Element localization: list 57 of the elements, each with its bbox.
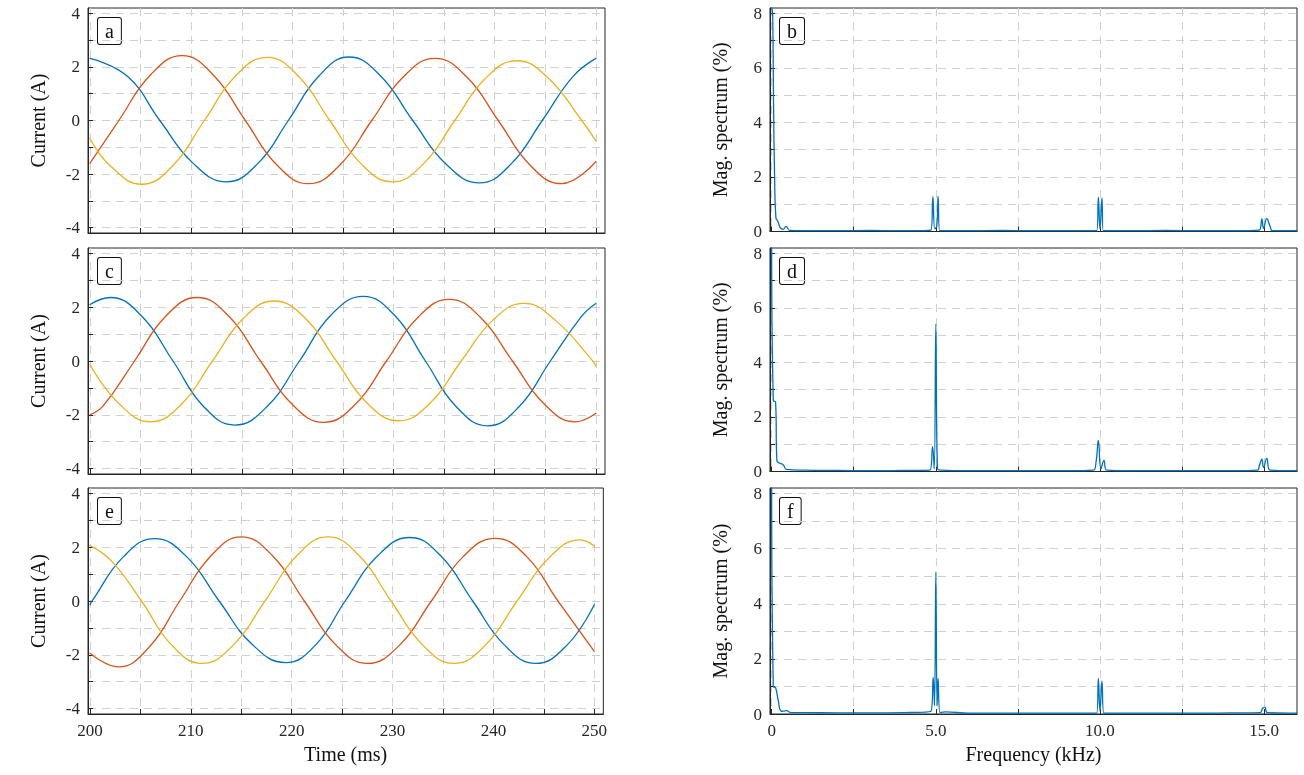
y-tick-label: 6: [753, 298, 762, 318]
y-tick-label: -4: [65, 699, 81, 719]
y-axis-title: Mag. spectrum (%): [709, 282, 732, 438]
annotation: f: [787, 500, 794, 522]
y-tick-label: -4: [65, 218, 81, 238]
y-tick-label: 0: [753, 222, 762, 241]
y-axis-title: Current (A): [27, 314, 50, 408]
y-tick-label: 8: [753, 3, 762, 23]
y-tick-label: 0: [71, 591, 80, 611]
y-tick-label: 4: [753, 112, 763, 132]
y-tick-label: 8: [753, 484, 762, 504]
x-tick-label: 210: [178, 721, 204, 740]
y-tick-label: 8: [753, 243, 762, 263]
y-tick-label: 2: [753, 649, 762, 669]
annotation: a: [105, 20, 114, 42]
y-tick-label: 4: [753, 594, 763, 614]
x-axis-title: Time (ms): [304, 743, 388, 766]
line-series: [770, 487, 1298, 714]
y-tick-label: 6: [753, 58, 762, 78]
x-tick-label: 200: [77, 721, 103, 740]
x-tick-label: 240: [480, 721, 507, 740]
y-tick-label: 0: [753, 704, 762, 724]
y-tick-label: -4: [65, 459, 81, 479]
y-axis-title: Current (A): [27, 73, 50, 168]
line-series: [770, 7, 1298, 232]
y-tick-label: -2: [65, 164, 80, 184]
y-axis-title: Mag. spectrum (%): [709, 42, 732, 198]
y-tick-label: 4: [71, 483, 81, 503]
y-tick-label: 0: [753, 462, 762, 481]
y-tick-label: 6: [753, 539, 762, 559]
x-tick-label: 230: [379, 721, 406, 740]
annotation: d: [787, 260, 797, 282]
x-tick-label: 250: [581, 721, 607, 740]
y-tick-label: 2: [71, 57, 80, 77]
y-tick-label: 2: [753, 407, 762, 427]
y-tick-label: 4: [71, 3, 81, 23]
line-series: [770, 247, 1298, 472]
x-tick-label: 15.0: [1249, 721, 1280, 740]
y-tick-label: -2: [65, 405, 80, 425]
y-tick-label: 0: [71, 351, 80, 371]
x-tick-label: 5.0: [925, 721, 947, 740]
y-tick-label: 0: [71, 111, 80, 130]
annotation: e: [105, 500, 114, 522]
y-axis-title: Mag. spectrum (%): [709, 523, 732, 679]
y-tick-label: 2: [71, 297, 80, 317]
annotation: b: [787, 20, 797, 42]
y-tick-label: 2: [753, 167, 762, 187]
x-tick-label: 10.0: [1085, 721, 1115, 740]
y-tick-label: 4: [71, 243, 81, 263]
x-tick-label: 0: [767, 721, 776, 740]
annotation: c: [105, 260, 114, 282]
x-axis-title: Frequency (kHz): [965, 743, 1102, 766]
y-tick-label: -2: [65, 645, 80, 665]
y-axis-title: Current (A): [27, 554, 50, 648]
y-tick-label: 2: [71, 537, 80, 557]
x-tick-label: 220: [278, 721, 305, 740]
y-tick-label: 4: [753, 352, 763, 372]
